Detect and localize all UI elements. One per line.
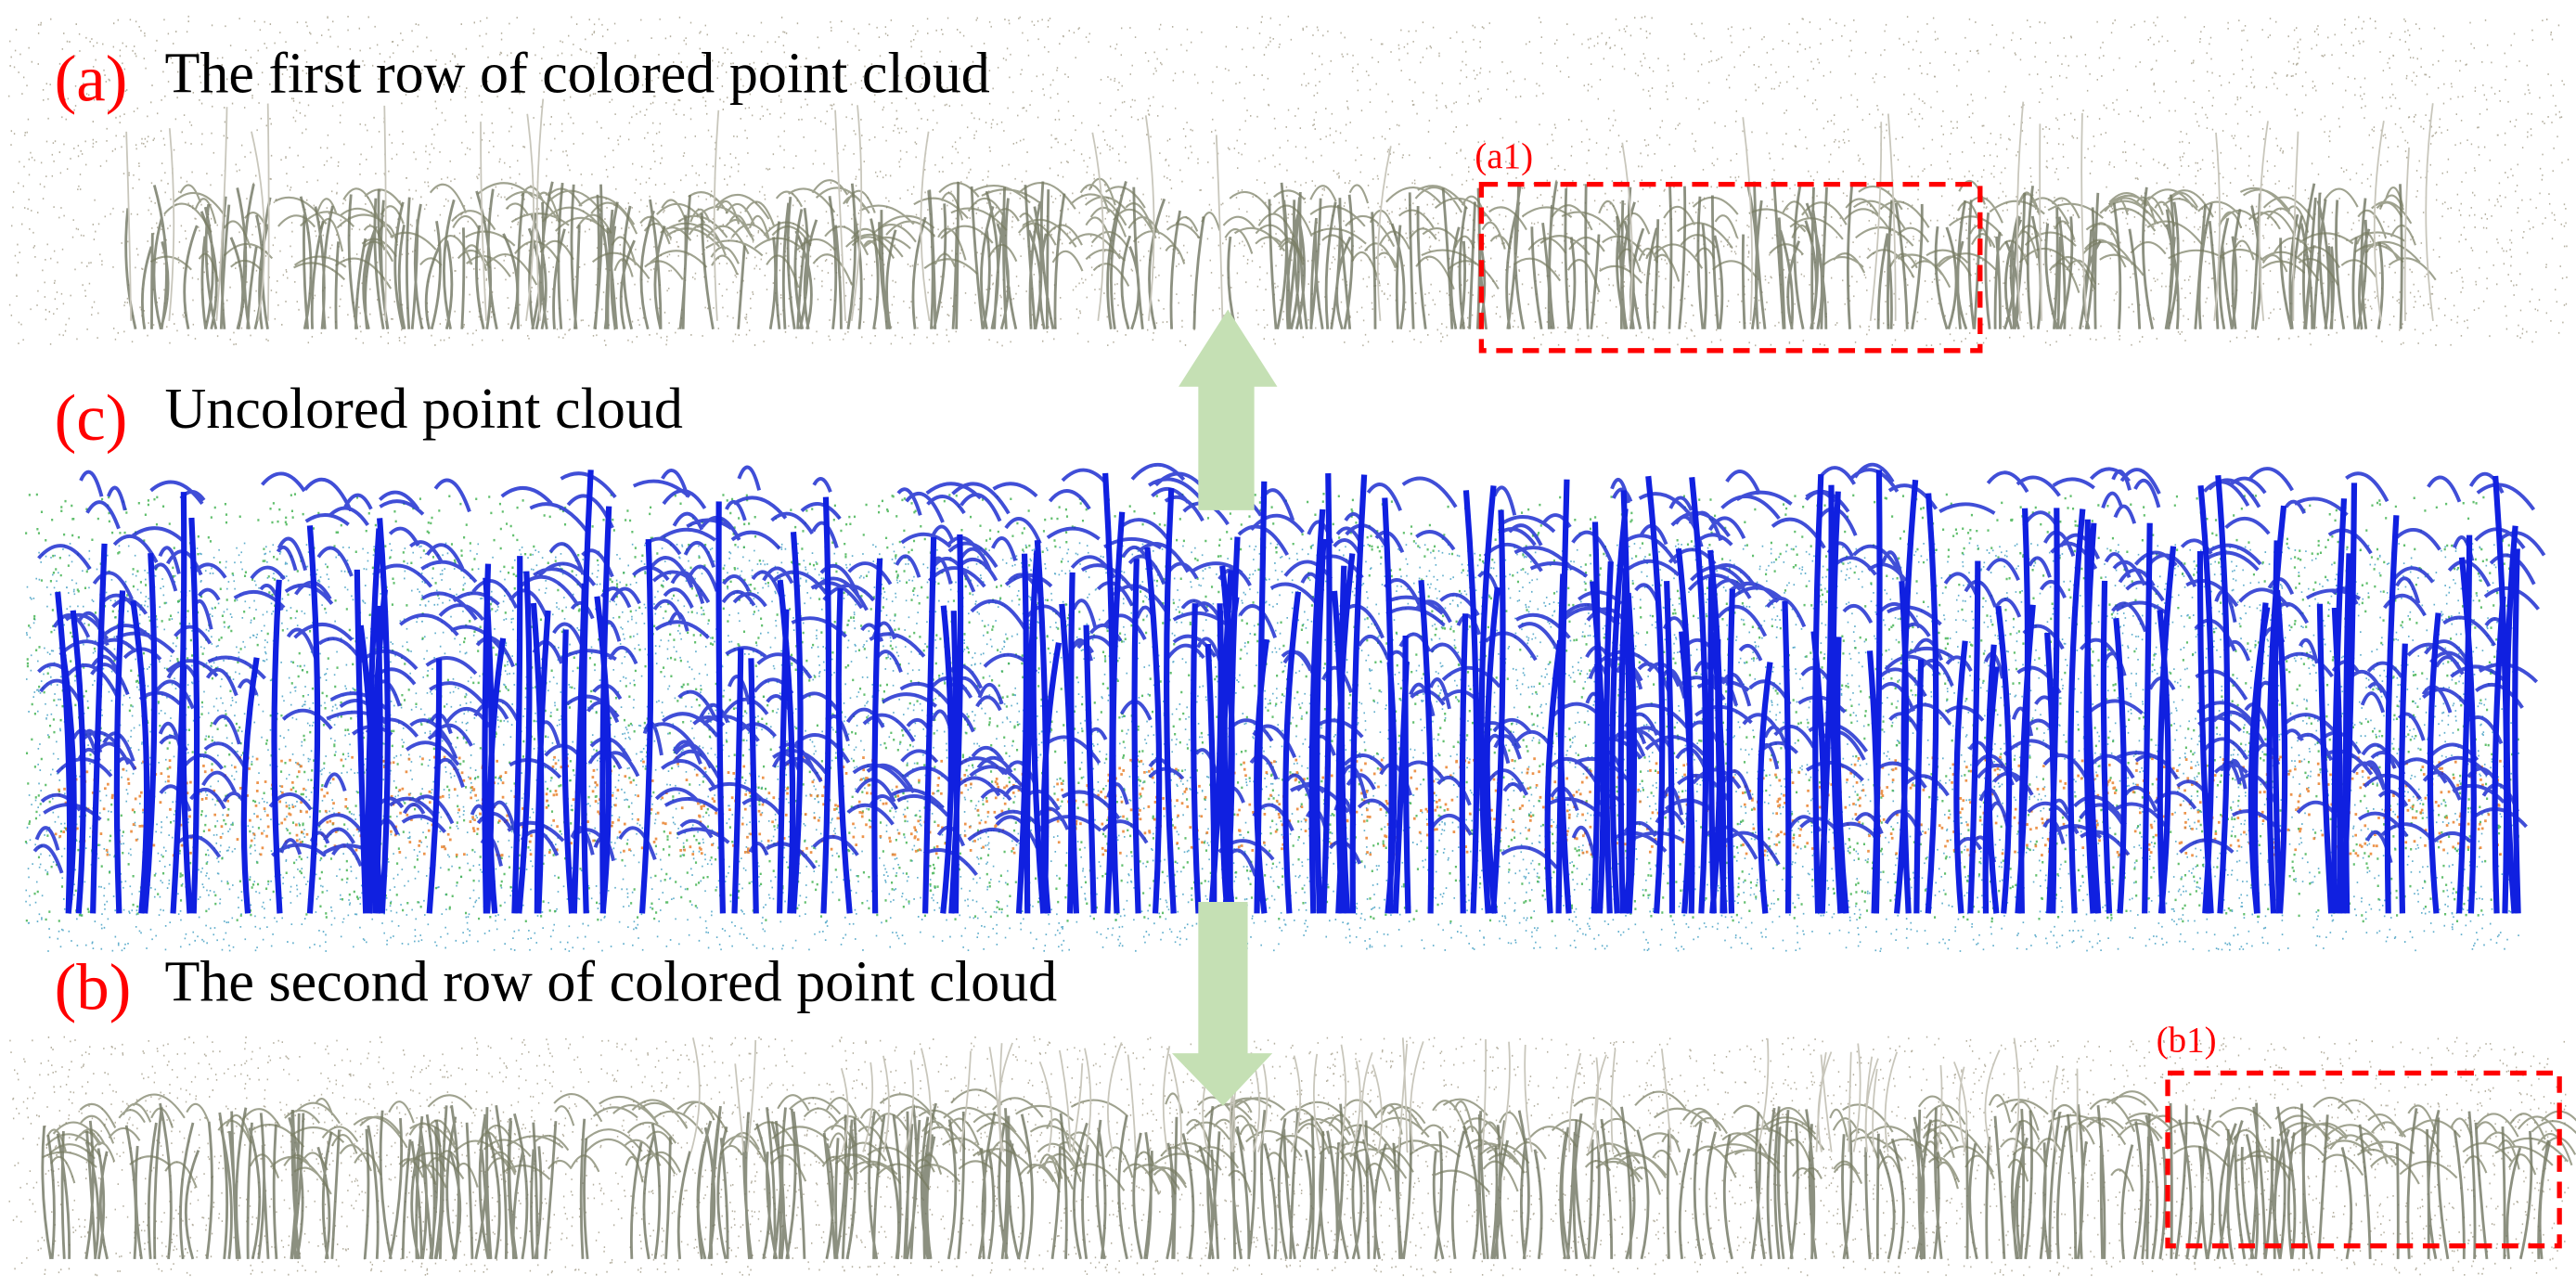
blue-stalks <box>55 470 2521 914</box>
poles <box>125 98 2434 322</box>
leaves <box>149 177 2437 293</box>
panel-label: (a) <box>55 44 128 116</box>
panel-title: Uncolored point cloud <box>164 378 682 441</box>
inset-label: (a1) <box>1475 136 1533 176</box>
orange-points <box>54 755 2502 857</box>
arrow-down <box>1171 901 1273 1106</box>
inset-box-a1 <box>1478 181 1983 354</box>
inset-label: (b1) <box>2157 1020 2217 1060</box>
poles <box>689 1037 2079 1152</box>
leaves <box>42 1088 2576 1195</box>
inset-box-b1 <box>2165 1070 2562 1249</box>
panel-title: The second row of colored point cloud <box>164 950 1057 1013</box>
arrow-up <box>1179 309 1278 510</box>
stalks <box>41 1102 2551 1260</box>
point-clouds <box>7 15 2576 1277</box>
panel-label: (c) <box>55 382 128 455</box>
panel-title: The first row of colored point cloud <box>164 42 989 105</box>
panel-label: (b) <box>55 952 132 1024</box>
